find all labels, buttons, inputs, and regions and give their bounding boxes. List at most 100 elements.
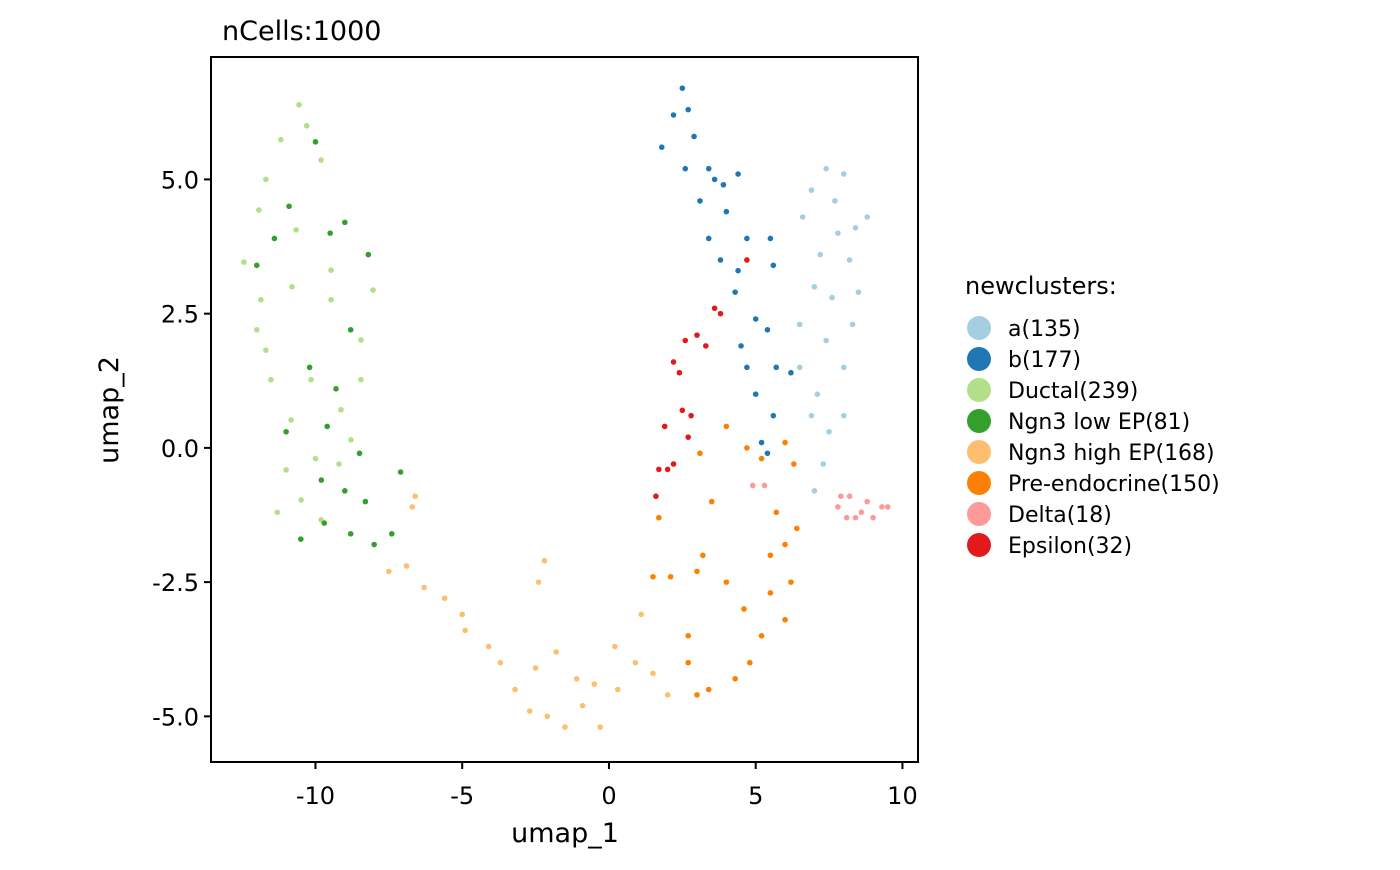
data-point [838, 493, 844, 500]
y-tick-label: 2.5 [161, 301, 199, 329]
data-point [849, 321, 856, 328]
data-point [298, 497, 304, 503]
data-point [370, 287, 376, 293]
data-point [747, 659, 753, 666]
legend-swatch [967, 471, 991, 495]
data-point [268, 376, 274, 383]
legend-item: Ductal(239) [967, 378, 1138, 404]
data-point [814, 391, 821, 397]
data-point [308, 376, 314, 383]
x-tick-label: 0 [601, 782, 616, 810]
x-tick-label: -10 [296, 782, 335, 810]
data-point [788, 369, 794, 376]
data-point [562, 724, 568, 730]
y-tick-label: 0.0 [161, 435, 199, 463]
data-point [752, 316, 759, 322]
legend-label: Ngn3 low EP(81) [1008, 410, 1190, 435]
data-point [738, 343, 744, 349]
data-point [263, 347, 269, 353]
data-point [788, 579, 794, 585]
y-axis-label: umap_2 [94, 356, 125, 464]
data-point [723, 423, 730, 430]
data-point [271, 235, 278, 242]
data-point [347, 326, 354, 333]
data-point [356, 450, 363, 457]
data-point [691, 133, 697, 140]
data-point [293, 227, 299, 233]
data-point [764, 326, 771, 333]
data-point [573, 675, 580, 682]
data-point [288, 417, 294, 423]
data-point [697, 450, 703, 457]
legend: a(135) b(177) Ductal(239) Ngn3 low EP(81) Ng… [967, 316, 1220, 559]
data-point [820, 461, 827, 467]
data-point [717, 257, 724, 263]
data-point [817, 251, 824, 258]
data-point [832, 198, 838, 204]
data-point [597, 724, 603, 730]
data-point [318, 157, 324, 163]
data-point [723, 208, 730, 215]
data-point [732, 289, 738, 295]
data-point [685, 659, 692, 666]
data-point [735, 171, 741, 177]
data-point [526, 708, 533, 714]
data-point [312, 455, 319, 462]
legend-swatch [967, 502, 991, 526]
data-point [720, 181, 727, 188]
data-point [532, 665, 539, 671]
data-point [544, 713, 551, 720]
data-point [773, 509, 780, 516]
data-point [318, 477, 325, 483]
data-point [497, 659, 504, 666]
data-point [303, 122, 310, 129]
data-point [770, 262, 777, 269]
data-point [791, 461, 797, 467]
data-point [761, 482, 768, 489]
data-point [263, 176, 269, 183]
data-point [711, 176, 718, 183]
y-tick-label: -5.0 [152, 703, 199, 731]
data-point [782, 439, 788, 446]
legend-swatch [967, 378, 991, 402]
y-axis: -5.0 -2.5 0.0 2.5 5.0 [152, 166, 211, 731]
data-point [835, 230, 841, 236]
data-point [365, 251, 372, 258]
data-point [333, 386, 339, 392]
data-point [846, 257, 853, 263]
data-point [685, 633, 692, 639]
data-point [758, 455, 765, 462]
data-point [656, 514, 662, 521]
data-point [732, 675, 738, 682]
plot-frame [210, 56, 919, 763]
data-point [638, 611, 645, 618]
data-point [708, 498, 715, 505]
data-point [241, 259, 247, 265]
data-point [879, 504, 885, 510]
data-point [256, 207, 262, 213]
data-point [661, 423, 668, 430]
data-point [278, 136, 284, 143]
data-point [811, 284, 818, 290]
data-point [386, 568, 392, 575]
data-point [274, 509, 281, 516]
data-point [296, 101, 302, 108]
legend-label: Ductal(239) [1008, 379, 1138, 404]
data-point [682, 337, 689, 344]
legend-label: Epsilon(32) [1008, 534, 1132, 559]
data-point [749, 482, 756, 489]
data-point [685, 106, 692, 113]
data-point [793, 525, 800, 532]
data-point [324, 423, 331, 430]
legend-title: newclusters: [965, 272, 1117, 300]
data-point [371, 541, 377, 548]
data-point [703, 343, 709, 349]
data-point [342, 219, 348, 226]
data-point [321, 520, 328, 526]
data-point [864, 498, 871, 505]
x-axis: -10 -5 0 5 10 [296, 762, 918, 810]
data-point [459, 611, 466, 618]
data-point [658, 144, 665, 151]
data-point [676, 369, 683, 376]
